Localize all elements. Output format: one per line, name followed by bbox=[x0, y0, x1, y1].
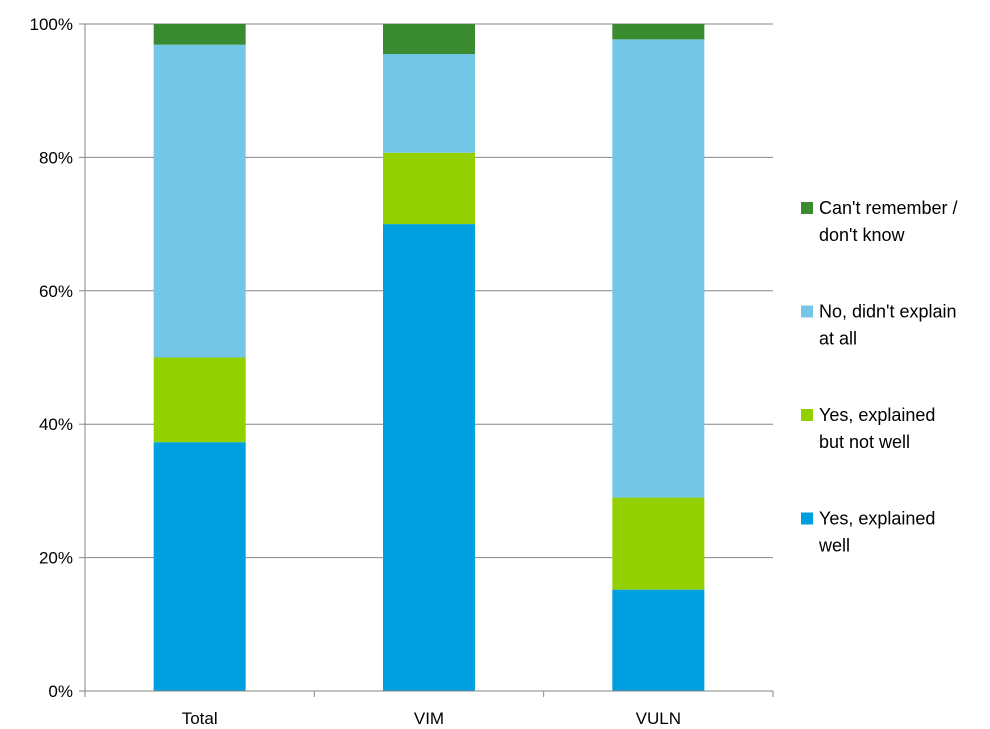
legend-swatch bbox=[801, 202, 813, 214]
bar-segment bbox=[383, 54, 475, 153]
bar-segment bbox=[383, 152, 475, 225]
bars bbox=[153, 24, 705, 691]
bar-segment bbox=[383, 224, 475, 691]
bar-segment bbox=[612, 24, 705, 40]
legend-label: don't know bbox=[819, 225, 905, 245]
x-tick-labels: Total VIM VULN bbox=[182, 709, 681, 728]
bar-segment bbox=[612, 497, 705, 590]
legend-swatch bbox=[801, 512, 813, 525]
y-tick-label: 100% bbox=[30, 15, 73, 34]
legend-swatch bbox=[801, 409, 813, 421]
y-tick-label: 80% bbox=[39, 148, 73, 167]
bar-segment bbox=[153, 357, 246, 443]
bar-segment bbox=[153, 442, 246, 691]
y-tick-label: 60% bbox=[39, 282, 73, 301]
legend: Can't remember / don't know No, didn't exp… bbox=[801, 198, 957, 556]
bar-segment bbox=[612, 589, 705, 691]
legend-label: Yes, explained bbox=[819, 405, 935, 425]
legend-swatch bbox=[801, 305, 813, 318]
bar-segment bbox=[153, 24, 246, 45]
y-tick-labels: 0% 20% 40% 60% 80% 100% bbox=[30, 15, 73, 701]
legend-label: Yes, explained bbox=[819, 509, 935, 529]
y-tick-label: 0% bbox=[48, 682, 73, 701]
legend-label: well bbox=[818, 536, 850, 556]
legend-label: Can't remember / bbox=[819, 198, 957, 218]
y-tick-label: 20% bbox=[39, 549, 73, 568]
legend-label: No, didn't explain bbox=[819, 302, 957, 322]
bar-segment bbox=[612, 39, 705, 498]
bar-segment bbox=[153, 44, 246, 358]
x-tick-label: VIM bbox=[414, 709, 444, 728]
legend-label: at all bbox=[819, 329, 857, 349]
x-tick-label: Total bbox=[182, 709, 218, 728]
bar-segment bbox=[383, 24, 475, 55]
axes bbox=[84, 24, 773, 692]
y-tick-label: 40% bbox=[39, 415, 73, 434]
legend-label: but not well bbox=[819, 432, 910, 452]
x-tick-label: VULN bbox=[636, 709, 681, 728]
